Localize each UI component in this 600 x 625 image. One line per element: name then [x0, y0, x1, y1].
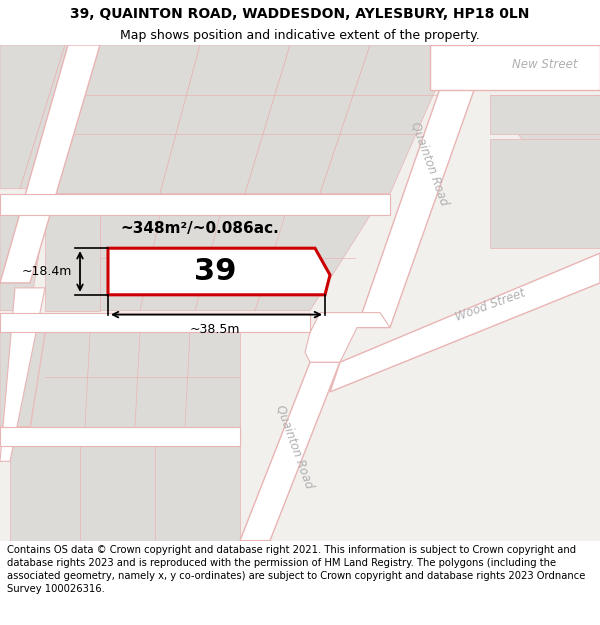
Polygon shape — [55, 45, 130, 189]
Polygon shape — [0, 288, 45, 461]
Polygon shape — [0, 312, 310, 332]
Polygon shape — [0, 427, 240, 446]
Text: New Street: New Street — [512, 58, 578, 71]
Text: Contains OS data © Crown copyright and database right 2021. This information is : Contains OS data © Crown copyright and d… — [7, 545, 586, 594]
Polygon shape — [30, 332, 240, 427]
Text: Quainton Road: Quainton Road — [274, 403, 316, 490]
Polygon shape — [0, 45, 100, 283]
Polygon shape — [0, 216, 45, 311]
Polygon shape — [245, 45, 370, 194]
Polygon shape — [108, 248, 330, 295]
Polygon shape — [85, 45, 160, 189]
Text: ~38.5m: ~38.5m — [190, 323, 240, 336]
Text: 39, QUAINTON ROAD, WADDESDON, AYLESBURY, HP18 0LN: 39, QUAINTON ROAD, WADDESDON, AYLESBURY,… — [70, 6, 530, 21]
Polygon shape — [100, 216, 370, 311]
Polygon shape — [320, 45, 455, 194]
Polygon shape — [430, 45, 600, 89]
Text: 39: 39 — [194, 258, 236, 286]
Polygon shape — [330, 253, 600, 392]
Polygon shape — [0, 45, 65, 189]
Polygon shape — [305, 312, 390, 362]
Polygon shape — [10, 446, 240, 541]
Polygon shape — [490, 139, 600, 248]
Polygon shape — [45, 216, 100, 311]
Text: Quainton Road: Quainton Road — [409, 121, 451, 208]
Polygon shape — [0, 332, 45, 427]
Text: ~18.4m: ~18.4m — [22, 266, 72, 279]
Polygon shape — [490, 94, 600, 134]
Polygon shape — [160, 45, 290, 194]
Text: Map shows position and indicative extent of the property.: Map shows position and indicative extent… — [120, 29, 480, 42]
Polygon shape — [55, 45, 200, 194]
Polygon shape — [20, 45, 100, 189]
Polygon shape — [490, 94, 600, 248]
Polygon shape — [240, 362, 340, 541]
Polygon shape — [55, 45, 455, 194]
Text: Wood Street: Wood Street — [453, 286, 527, 323]
Text: ~348m²/~0.086ac.: ~348m²/~0.086ac. — [121, 221, 280, 236]
Polygon shape — [357, 45, 490, 328]
Polygon shape — [0, 45, 600, 541]
Polygon shape — [0, 194, 390, 216]
Polygon shape — [490, 45, 600, 89]
